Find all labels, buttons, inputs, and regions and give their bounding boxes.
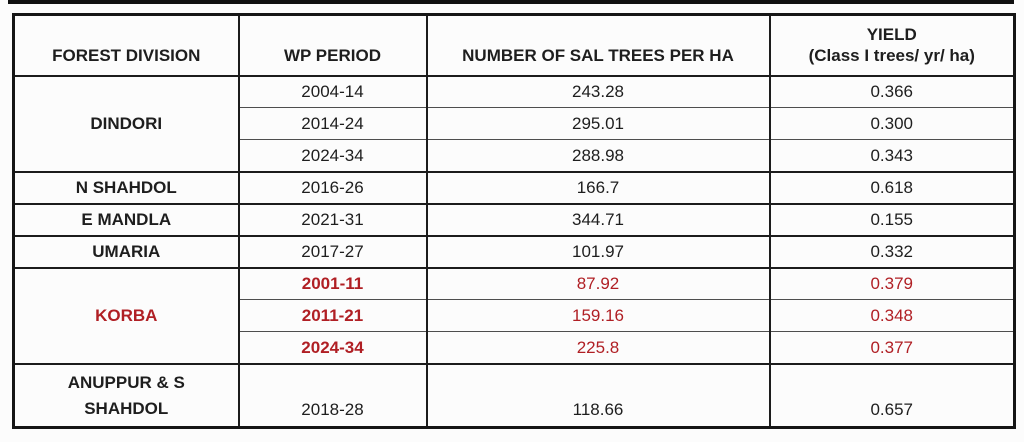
- wp-period-cell: 2024-34: [237, 331, 428, 365]
- division-name-n-shahdol: N SHAHDOL: [12, 170, 240, 205]
- col-header-forest-division: FOREST DIVISION: [12, 13, 240, 77]
- trees-per-ha-cell: 118.66: [425, 362, 771, 429]
- table-row: E MANDLA 2021-31 344.71 0.155: [12, 202, 1016, 237]
- yield-cell: 0.657: [768, 362, 1016, 429]
- col-header-wp-period: WP PERIOD: [237, 13, 428, 77]
- table-row: 2014-24 295.01 0.300: [14, 107, 1016, 140]
- sal-trees-yield-table: FOREST DIVISION WP PERIOD NUMBER OF SAL …: [12, 13, 1016, 429]
- wp-period-cell: 2021-31: [237, 202, 428, 237]
- table-row: 2011-21 159.16 0.348: [14, 299, 1016, 332]
- trees-per-ha-cell: 295.01: [425, 107, 771, 140]
- yield-cell: 0.300: [768, 107, 1016, 140]
- division-name-dindori: DINDORI: [12, 74, 240, 173]
- wp-period-cell: 2001-11: [237, 266, 428, 300]
- wp-period-cell: 2018-28: [237, 362, 428, 429]
- trees-per-ha-cell: 225.8: [425, 331, 771, 365]
- yield-cell: 0.155: [768, 202, 1016, 237]
- yield-cell: 0.332: [768, 234, 1016, 269]
- wp-period-cell: 2017-27: [237, 234, 428, 269]
- division-name-anuppur-s-shahdol: ANUPPUR & S SHAHDOL: [12, 362, 240, 429]
- header-row: FOREST DIVISION WP PERIOD NUMBER OF SAL …: [12, 13, 1016, 77]
- trees-per-ha-cell: 166.7: [425, 170, 771, 205]
- yield-header-subtitle: (Class I trees/ yr/ ha): [808, 46, 975, 66]
- table-row: KORBA 2001-11 87.92 0.379: [12, 266, 1016, 365]
- yield-cell: 0.379: [768, 266, 1016, 300]
- table-row: ANUPPUR & S SHAHDOL 2018-28 118.66 0.657: [12, 362, 1016, 429]
- yield-cell: 0.377: [768, 331, 1016, 365]
- trees-per-ha-cell: 288.98: [425, 139, 771, 173]
- division-name-e-mandla: E MANDLA: [12, 202, 240, 237]
- wp-period-cell: 2016-26: [237, 170, 428, 205]
- yield-cell: 0.343: [768, 139, 1016, 173]
- trees-per-ha-cell: 101.97: [425, 234, 771, 269]
- top-edge-line: [8, 0, 1014, 4]
- trees-per-ha-cell: 243.28: [425, 74, 771, 108]
- yield-cell: 0.618: [768, 170, 1016, 205]
- col-header-sal-trees-per-ha: NUMBER OF SAL TREES PER HA: [425, 13, 771, 77]
- division-name-text: ANUPPUR & S SHAHDOL: [67, 372, 185, 419]
- wp-period-cell: 2011-21: [237, 299, 428, 332]
- table-row: DINDORI 2004-14 243.28 0.366: [12, 74, 1016, 173]
- trees-per-ha-cell: 344.71: [425, 202, 771, 237]
- division-name-korba: KORBA: [12, 266, 240, 365]
- yield-cell: 0.366: [768, 74, 1016, 108]
- division-name-umaria: UMARIA: [12, 234, 240, 269]
- wp-period-cell: 2014-24: [237, 107, 428, 140]
- table-row: 2024-34 288.98 0.343: [14, 139, 1016, 173]
- yield-cell: 0.348: [768, 299, 1016, 332]
- trees-per-ha-cell: 159.16: [425, 299, 771, 332]
- col-header-yield: YIELD (Class I trees/ yr/ ha): [768, 13, 1016, 77]
- wp-period-cell: 2024-34: [237, 139, 428, 173]
- table-row: N SHAHDOL 2016-26 166.7 0.618: [12, 170, 1016, 205]
- table-row: UMARIA 2017-27 101.97 0.332: [12, 234, 1016, 269]
- table-row: 2024-34 225.8 0.377: [14, 331, 1016, 365]
- wp-period-cell: 2004-14: [237, 74, 428, 108]
- trees-per-ha-cell: 87.92: [425, 266, 771, 300]
- yield-header-title: YIELD: [866, 25, 917, 44]
